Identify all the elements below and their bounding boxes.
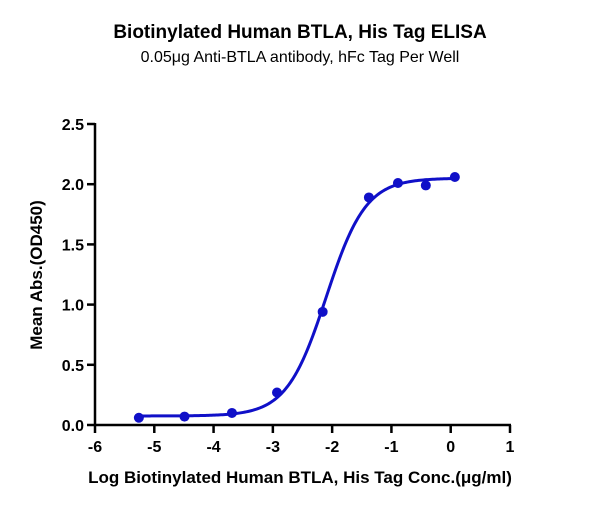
y-tick-label: 1.0 — [62, 298, 84, 315]
data-point — [420, 180, 431, 191]
data-points — [133, 171, 460, 423]
data-point — [272, 387, 283, 398]
x-tick-label: -6 — [88, 439, 102, 456]
data-point — [392, 177, 403, 188]
x-tick-label: -3 — [266, 439, 280, 456]
y-tick-label: 1.5 — [62, 237, 84, 254]
x-tick-label: -4 — [206, 439, 220, 456]
y-tick-label: 2.0 — [62, 177, 84, 194]
y-tick-label: 2.5 — [62, 117, 84, 134]
data-point — [226, 407, 237, 418]
data-point — [317, 306, 328, 317]
x-axis-label: Log Biotinylated Human BTLA, His Tag Con… — [88, 468, 512, 487]
data-point — [363, 192, 374, 203]
data-point — [179, 411, 190, 422]
x-tick-label: -5 — [147, 439, 161, 456]
x-tick-label: 1 — [506, 439, 515, 456]
chart-title: Biotinylated Human BTLA, His Tag ELISA — [113, 22, 487, 43]
fit-curve — [138, 177, 455, 418]
x-tick-label: -2 — [325, 439, 339, 456]
x-tick-label: 0 — [446, 439, 455, 456]
data-point — [133, 412, 144, 423]
axes: -6 -5 -4 -3 -2 -1 0 1 0.0 0.5 1.0 1.5 2.0 2.5 — [62, 117, 515, 456]
y-tick-label: 0.0 — [62, 418, 84, 435]
y-tick-label: 0.5 — [62, 358, 84, 375]
x-tick-label: -1 — [384, 439, 398, 456]
data-point — [449, 171, 460, 182]
chart-subtitle: 0.05μg Anti-BTLA antibody, hFc Tag Per W… — [140, 49, 460, 66]
